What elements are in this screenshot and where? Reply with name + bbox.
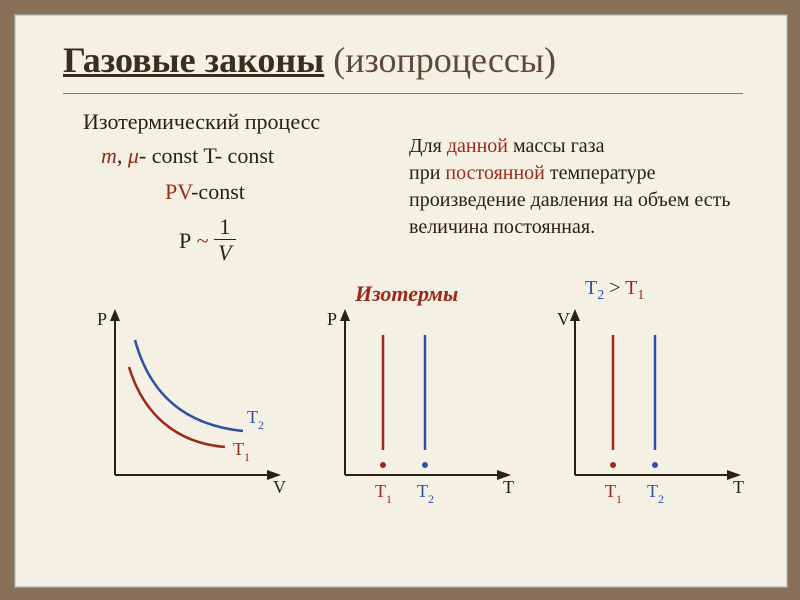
svg-text:V: V [273, 477, 286, 497]
eq-frac: 1 V [214, 215, 235, 267]
subtitle: Изотермический процесс [83, 109, 320, 135]
chart-pt: P T T1 T2 [325, 305, 525, 525]
svg-text:T2: T2 [647, 481, 664, 506]
svg-text:T1: T1 [233, 439, 250, 464]
svg-text:P: P [97, 309, 107, 329]
eq-P: P [179, 230, 191, 252]
svg-text:T1: T1 [375, 481, 392, 506]
eq-pv: PV [165, 179, 191, 204]
eq-den: V [214, 240, 235, 266]
title-bold: Газовые законы [63, 40, 324, 80]
inequality-label: T2 > T1 [585, 277, 644, 304]
chart-pv: P V T2 T1 [95, 305, 295, 525]
title-rest: (изопроцессы) [324, 40, 556, 80]
page-title: Газовые законы (изопроцессы) [63, 39, 556, 81]
eq-num: 1 [214, 215, 235, 240]
eq-mu: μ [128, 143, 139, 168]
chart-vt: V T T1 T2 [555, 305, 755, 525]
svg-text:T2: T2 [247, 407, 264, 432]
equation-pv: PV-const [165, 179, 245, 205]
title-underline [63, 93, 743, 94]
eq-tilde: ~ [197, 230, 209, 252]
equation-prop: P ~ 1 V [179, 215, 236, 267]
svg-text:T1: T1 [605, 481, 622, 506]
svg-text:V: V [557, 309, 570, 329]
svg-text:T2: T2 [417, 481, 434, 506]
equation-constants: m, μ- const T- const [101, 143, 274, 169]
svg-text:P: P [327, 309, 337, 329]
svg-text:T: T [503, 477, 514, 497]
svg-text:T: T [733, 477, 744, 497]
description-text: Для данной массы газа при постоянной тем… [409, 133, 759, 241]
eq-m: m [101, 143, 117, 168]
eq-T: T [203, 143, 214, 168]
slide-frame: Газовые законы (изопроцессы) Изотермичес… [14, 14, 788, 588]
isotherms-label: Изотермы [355, 281, 458, 307]
